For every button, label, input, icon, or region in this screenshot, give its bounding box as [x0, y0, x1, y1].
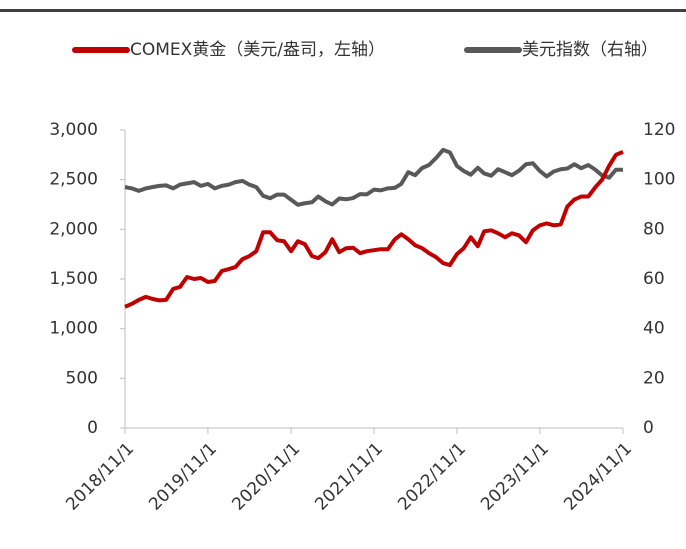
y2-tick-label: 40 — [643, 319, 665, 339]
y-tick-label: 1,000 — [49, 319, 98, 339]
y2-tick-label: 20 — [643, 368, 665, 388]
y-tick-label: 2,500 — [49, 170, 98, 190]
y2-tick-label: 100 — [643, 170, 675, 190]
y2-tick-label: 80 — [643, 219, 665, 239]
y2-tick-label: 0 — [643, 418, 654, 438]
x-tick-label: 2024/11/1 — [560, 439, 636, 515]
y-tick-label: 2,000 — [49, 219, 98, 239]
x-tick-label: 2020/11/1 — [228, 439, 304, 515]
x-tick-label: 2023/11/1 — [477, 439, 553, 515]
x-tick-label: 2018/11/1 — [62, 439, 138, 515]
y-tick-label: 500 — [66, 368, 98, 388]
x-tick-label: 2022/11/1 — [394, 439, 470, 515]
legend-label: COMEX黄金（美元/盎司，左轴） — [130, 40, 385, 60]
y-tick-label: 3,000 — [49, 120, 98, 140]
legend-label: 美元指数（右轴） — [522, 40, 658, 60]
y-tick-label: 1,500 — [49, 269, 98, 289]
y-tick-label: 0 — [87, 418, 98, 438]
x-tick-label: 2019/11/1 — [145, 439, 221, 515]
x-tick-label: 2021/11/1 — [311, 439, 387, 515]
y2-tick-label: 60 — [643, 269, 665, 289]
top-rule — [0, 9, 686, 12]
y2-tick-label: 120 — [643, 120, 675, 140]
series-line — [124, 147, 623, 207]
series-line — [124, 150, 624, 309]
